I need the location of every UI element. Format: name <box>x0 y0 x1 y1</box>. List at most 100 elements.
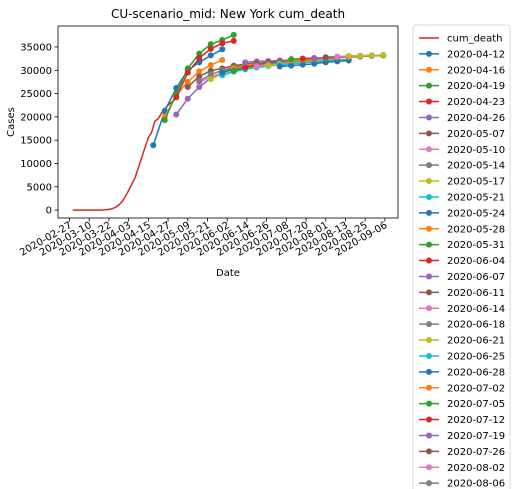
data-point <box>161 107 168 114</box>
legend-marker <box>426 352 432 359</box>
legend-label: 2020-04-12 <box>447 49 505 60</box>
series-2020-08-09 <box>345 51 387 60</box>
legend-label: 2020-05-07 <box>447 129 505 140</box>
data-point <box>230 31 237 38</box>
data-point <box>207 71 214 78</box>
legend-label: 2020-05-31 <box>447 240 505 251</box>
legend-marker <box>426 321 432 328</box>
data-point <box>207 41 214 48</box>
legend-label: 2020-07-26 <box>447 447 505 458</box>
y-tick-label: 15000 <box>20 136 52 147</box>
legend-label: 2020-05-28 <box>447 224 505 235</box>
data-point <box>184 69 191 76</box>
x-axis-label: Date <box>216 268 240 279</box>
data-point <box>345 53 352 60</box>
legend-entry: 2020-06-14 <box>419 304 505 315</box>
legend-marker <box>426 82 432 89</box>
data-point <box>311 60 318 67</box>
data-point <box>219 69 226 76</box>
legend-label: 2020-08-02 <box>447 463 505 474</box>
data-point <box>207 62 214 69</box>
legend-label: 2020-06-18 <box>447 320 505 331</box>
legend-marker <box>426 337 432 344</box>
legend-entry: 2020-05-24 <box>419 208 505 219</box>
legend-label: 2020-04-19 <box>447 81 505 92</box>
legend-label: 2020-07-12 <box>447 415 505 426</box>
legend-entry: 2020-07-12 <box>419 415 505 426</box>
legend-entry: 2020-04-19 <box>419 81 505 92</box>
legend-marker <box>426 114 432 121</box>
data-point <box>184 84 191 91</box>
legend-label: 2020-05-21 <box>447 192 505 203</box>
legend-marker <box>426 146 432 153</box>
legend-marker <box>426 384 432 391</box>
legend-marker <box>426 432 432 439</box>
data-point <box>173 111 180 118</box>
series-line <box>348 54 384 58</box>
legend-marker <box>426 273 432 280</box>
legend-entry: 2020-06-07 <box>419 272 505 283</box>
legend-marker <box>426 257 432 264</box>
legend-label: 2020-04-16 <box>447 65 505 76</box>
data-point <box>368 52 375 59</box>
data-point <box>219 57 226 64</box>
data-point <box>357 52 364 59</box>
legend-entry: 2020-04-26 <box>419 113 505 124</box>
data-point <box>288 56 295 63</box>
data-point <box>242 59 249 66</box>
data-point <box>288 62 295 69</box>
legend-entry: 2020-06-11 <box>419 288 505 299</box>
legend-entry: 2020-05-14 <box>419 161 505 172</box>
series-lines <box>72 31 387 211</box>
legend-label: 2020-06-28 <box>447 367 505 378</box>
series-2020-04-23 <box>173 37 237 101</box>
data-point <box>230 37 237 44</box>
data-point <box>207 52 214 59</box>
data-point <box>299 55 306 62</box>
data-point <box>196 77 203 84</box>
legend: cum_death 2020-04-12 2020-04-16 2020-04-19 2… <box>412 24 511 489</box>
plot-frame <box>57 25 399 219</box>
legend-marker <box>426 193 432 200</box>
legend-marker <box>426 289 432 296</box>
data-point <box>380 51 387 58</box>
data-point <box>334 53 341 60</box>
legend-marker <box>426 368 432 375</box>
data-point <box>196 68 203 75</box>
legend-label: 2020-05-24 <box>447 208 505 219</box>
legend-marker <box>426 209 432 216</box>
y-axis-label: Cases <box>6 107 17 137</box>
legend-label: 2020-04-23 <box>447 97 505 108</box>
data-point <box>184 78 191 85</box>
legend-label: 2020-05-17 <box>447 177 505 188</box>
legend-label: 2020-06-14 <box>447 304 505 315</box>
data-point <box>161 117 168 124</box>
legend-entry: 2020-04-12 <box>419 49 505 60</box>
data-point <box>299 61 306 68</box>
legend-label: cum_death <box>447 33 502 44</box>
legend-entry: 2020-06-18 <box>419 320 505 331</box>
data-point <box>311 55 318 62</box>
data-point <box>207 45 214 52</box>
data-point <box>207 76 214 83</box>
legend-label: 2020-06-11 <box>447 288 505 299</box>
legend-marker <box>426 162 432 169</box>
legend-marker <box>426 416 432 423</box>
legend-label: 2020-07-02 <box>447 383 505 394</box>
data-point <box>322 54 329 61</box>
data-point <box>173 94 180 101</box>
legend-entry: 2020-08-02 <box>419 463 505 474</box>
legend-label: 2020-04-26 <box>447 113 505 124</box>
legend-entry: 2020-04-23 <box>419 97 505 108</box>
legend-entry: 2020-05-28 <box>419 224 505 235</box>
legend-entry: 2020-05-10 <box>419 145 505 156</box>
y-tick-label: 20000 <box>20 112 52 123</box>
legend-entry: 2020-06-04 <box>419 256 505 267</box>
legend-entry: 2020-05-31 <box>419 240 505 251</box>
chart-title: CU-scenario_mid: New York cum_death <box>111 7 345 21</box>
y-tick-label: 10000 <box>20 159 52 170</box>
legend-entry: 2020-04-16 <box>419 65 505 76</box>
legend-marker <box>426 50 432 57</box>
legend-entry: 2020-08-06 <box>419 479 505 489</box>
